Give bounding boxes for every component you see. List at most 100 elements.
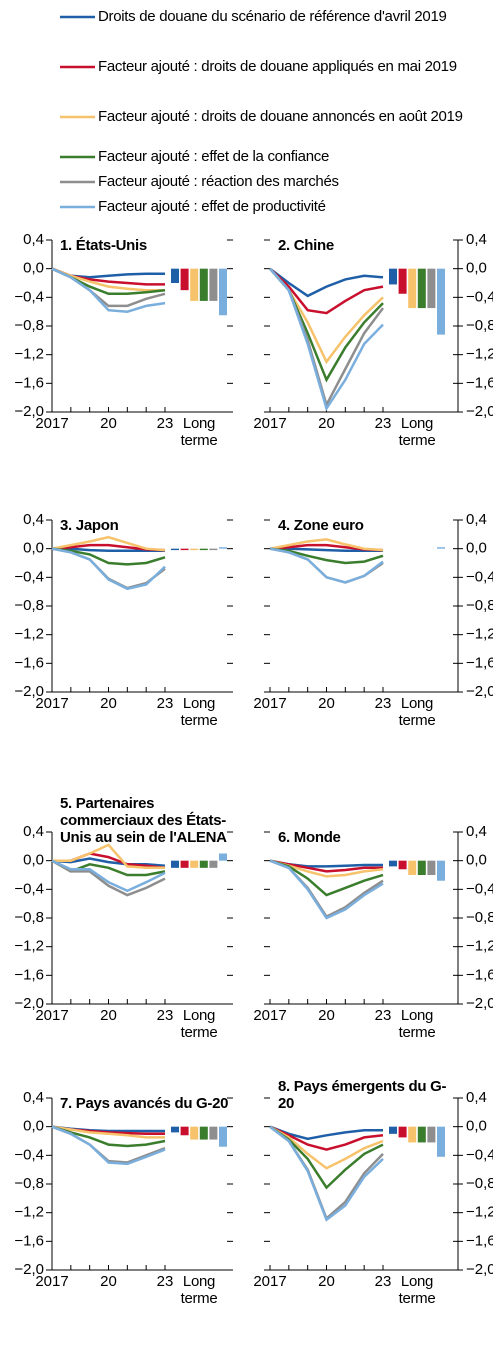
long-term-bar (427, 860, 436, 875)
legend-label-box: Facteur ajouté : droits de douane appliq… (98, 58, 457, 75)
long-term-bar (171, 860, 179, 868)
series-line (269, 859, 384, 920)
series-line (269, 538, 384, 552)
y-tick-label: 0,4 (23, 511, 44, 528)
y-tick-label: −0,4 (466, 880, 493, 897)
long-term-label-box: Long terme (180, 1273, 218, 1307)
y-tick-label: 0,4 (466, 1089, 487, 1106)
long-term-bar (180, 1126, 189, 1136)
long-term-bar (427, 1126, 436, 1143)
series-line (51, 859, 166, 897)
long-term-bar (219, 1126, 227, 1147)
legend-label: Facteur ajouté : effet de la confiance (98, 148, 329, 165)
long-term-bar (171, 548, 179, 551)
panel-title: 6. Monde (278, 742, 448, 846)
panel-title-text: 3. Japon (60, 517, 119, 534)
y-tick-label: −0,8 (466, 1175, 493, 1192)
long-term-bar (408, 860, 417, 875)
series-line (51, 535, 166, 552)
y-tick-label: −2,0 (14, 403, 44, 420)
series-line (270, 547, 383, 553)
long-term-label-box: Long terme (181, 695, 218, 729)
legend-label: Facteur ajouté : droits de douane annonc… (98, 108, 463, 125)
series-line (269, 547, 384, 584)
series-line (269, 1125, 384, 1170)
panel-title-box: 8. Pays émergents du G-20 (278, 1078, 447, 1112)
long-term-label: Long terme (398, 695, 436, 729)
y-tick-label: −0,8 (14, 909, 44, 926)
long-term-label-box: Long terme (399, 1007, 436, 1041)
x-tick-label: 20 (100, 1007, 117, 1024)
panel-title: 3. Japon (60, 430, 230, 534)
y-tick-label: 0,0 (466, 1118, 487, 1135)
panel-title: 1. États-Unis (60, 150, 230, 254)
long-term-bar (437, 268, 445, 335)
y-tick-label: −0,4 (14, 568, 44, 585)
long-term-bar (190, 860, 199, 868)
long-term-bar (417, 1126, 426, 1143)
x-tick-label: 20 (318, 415, 335, 432)
y-tick-label: −0,8 (466, 317, 493, 334)
series-line (51, 547, 166, 566)
series-line (51, 1125, 165, 1139)
y-tick-label: −1,6 (466, 966, 493, 983)
x-tick-label: 2017 (253, 695, 286, 712)
long-term-bar (417, 268, 426, 309)
y-tick-label: 0,4 (23, 823, 44, 840)
panel-title-text: 4. Zone euro (278, 517, 364, 534)
panel-title-text: 5. Partenaires commerciaux des États-Uni… (60, 795, 227, 846)
long-term-bar (398, 860, 407, 870)
long-term-label: Long terme (398, 1273, 436, 1307)
panel-title-box: 1. États-Unis (60, 150, 230, 254)
long-term-bar (180, 860, 189, 868)
panel-title-box: 7. Pays avancés du G-20 (60, 1095, 229, 1112)
long-term-label-box: Long terme (398, 1273, 436, 1307)
long-term-bar (408, 1126, 417, 1143)
series-line (51, 857, 166, 867)
x-tick-label: 2017 (35, 1007, 68, 1024)
x-tick-label: 23 (157, 1007, 174, 1024)
y-tick-label: 0,0 (466, 540, 487, 557)
panel-title-text: 6. Monde (278, 829, 341, 846)
long-term-bar (389, 860, 397, 867)
y-tick-label: −1,2 (14, 346, 44, 363)
y-tick-label: −1,2 (466, 346, 493, 363)
x-tick-label: 23 (157, 1273, 174, 1290)
x-tick-label: 20 (318, 1273, 335, 1290)
long-term-bar (209, 268, 218, 301)
series-line (52, 843, 165, 870)
y-tick-label: −1,2 (466, 1204, 493, 1221)
y-tick-label: −0,4 (466, 288, 493, 305)
y-tick-label: −0,4 (14, 880, 44, 897)
y-tick-label: −0,4 (14, 1146, 44, 1163)
long-term-bar (209, 1126, 218, 1140)
series-line (51, 1125, 166, 1148)
panel-title-text: 8. Pays émergents du G-20 (278, 1078, 447, 1112)
long-term-bar (190, 548, 199, 551)
long-term-label-box: Long terme (398, 695, 436, 729)
long-term-bar (389, 268, 397, 285)
long-term-bar (199, 860, 208, 868)
y-tick-label: −2,0 (466, 403, 493, 420)
series-line (51, 267, 165, 292)
panel-title-box: 2. Chine (278, 237, 334, 254)
long-term-label-box: Long terme (181, 415, 218, 449)
y-tick-label: −1,6 (466, 654, 493, 671)
long-term-bar (180, 548, 189, 551)
x-tick-label: 2017 (35, 695, 68, 712)
long-term-label: Long terme (180, 1273, 218, 1307)
x-tick-label: 20 (100, 415, 117, 432)
long-term-bar (199, 268, 208, 301)
y-tick-label: −2,0 (14, 683, 44, 700)
series-line (269, 267, 384, 298)
y-tick-label: 0,0 (23, 260, 44, 277)
y-tick-label: 0,0 (23, 540, 44, 557)
panel-title-box: 6. Monde (278, 742, 448, 846)
long-term-bar (408, 268, 417, 309)
series-line (51, 267, 166, 313)
long-term-bar (199, 1126, 208, 1140)
x-tick-label: 20 (100, 1273, 117, 1290)
x-tick-label: 23 (375, 695, 392, 712)
